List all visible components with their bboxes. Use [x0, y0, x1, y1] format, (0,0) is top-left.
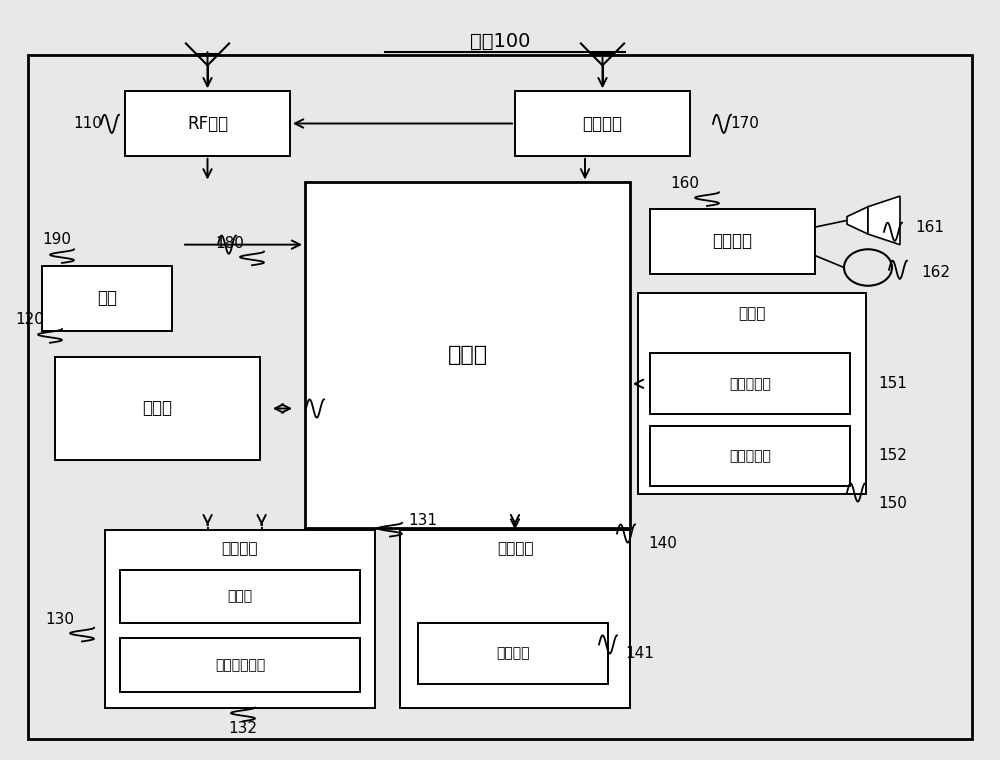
Text: 162: 162	[921, 264, 950, 280]
Bar	[120, 638, 360, 692]
Bar	[42, 266, 172, 331]
Text: 传输模块: 传输模块	[582, 115, 622, 132]
Bar	[105, 530, 375, 708]
Text: 132: 132	[228, 720, 258, 736]
Bar	[515, 91, 690, 156]
Bar	[120, 570, 360, 623]
Bar	[638, 293, 866, 494]
Text: 161: 161	[915, 220, 944, 236]
Text: 触摸屏: 触摸屏	[227, 590, 253, 603]
Bar	[650, 353, 850, 414]
Text: 处理器: 处理器	[447, 345, 488, 366]
Bar	[418, 623, 608, 684]
Text: 显示面板: 显示面板	[496, 647, 530, 660]
Text: 131: 131	[408, 513, 437, 528]
Text: 190: 190	[42, 232, 71, 247]
Bar	[125, 91, 290, 156]
Bar	[650, 209, 815, 274]
Text: 141: 141	[625, 646, 654, 661]
Text: 速度传感器: 速度传感器	[729, 449, 771, 463]
Text: 140: 140	[648, 536, 677, 551]
Bar	[55, 357, 260, 460]
Polygon shape	[868, 196, 900, 245]
Text: 151: 151	[878, 376, 907, 391]
Bar	[305, 182, 630, 528]
Bar	[400, 530, 630, 708]
Text: 170: 170	[731, 116, 759, 131]
Text: 显示单元: 显示单元	[497, 541, 533, 556]
Text: 120: 120	[16, 312, 44, 327]
Text: 130: 130	[46, 612, 74, 627]
Text: 160: 160	[670, 176, 700, 192]
Text: 终端100: 终端100	[470, 33, 530, 52]
Text: 其他输入设备: 其他输入设备	[215, 658, 265, 672]
Text: 110: 110	[74, 116, 102, 131]
Text: 存储器: 存储器	[143, 400, 173, 417]
Text: 180: 180	[216, 236, 244, 251]
Text: 152: 152	[878, 448, 907, 464]
Polygon shape	[847, 207, 868, 234]
Bar	[650, 426, 850, 486]
Text: 150: 150	[878, 496, 907, 511]
Text: 输入单元: 输入单元	[222, 541, 258, 556]
Text: 重力传感器: 重力传感器	[729, 377, 771, 391]
Text: 音频电路: 音频电路	[712, 233, 753, 250]
Text: RF电路: RF电路	[187, 115, 228, 132]
Text: 电源: 电源	[97, 290, 117, 307]
Text: 传感器: 传感器	[738, 306, 766, 321]
